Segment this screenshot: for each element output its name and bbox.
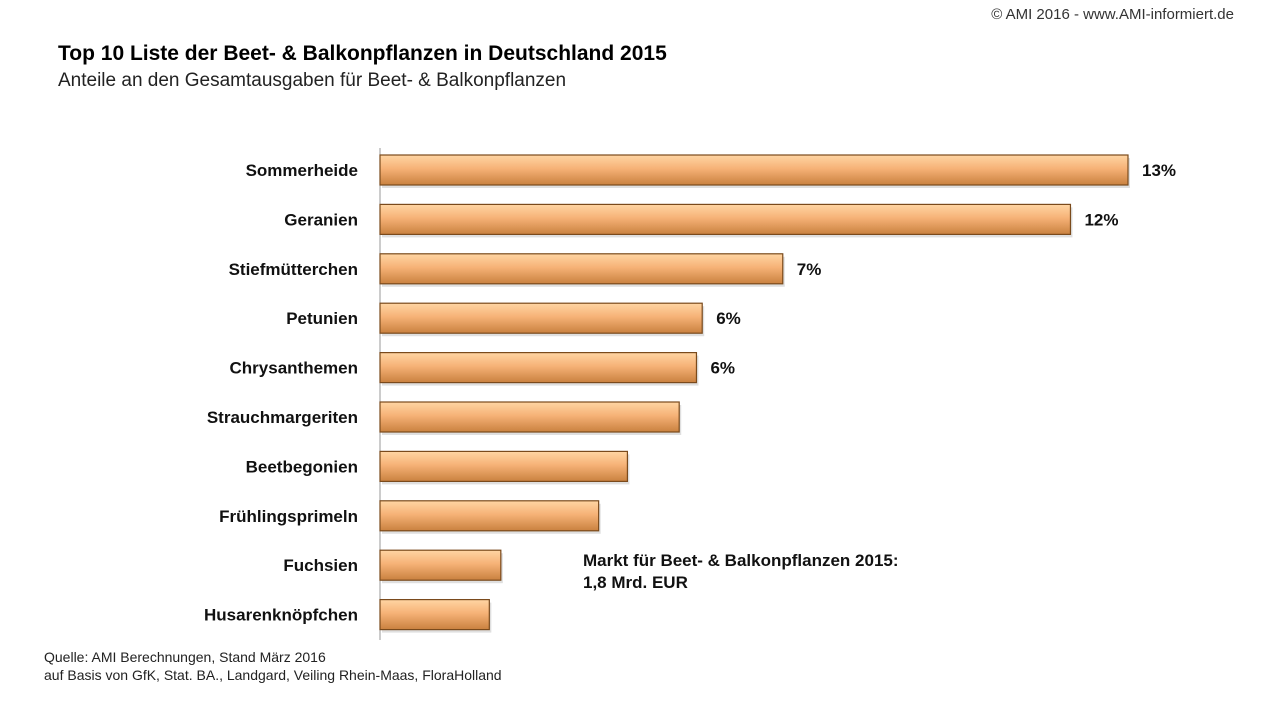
category-label: Husarenknöpfchen: [204, 606, 358, 625]
category-label: Geranien: [284, 210, 358, 229]
bar: [379, 450, 629, 482]
source-line1: Quelle: AMI Berechnungen, Stand März 201…: [44, 649, 326, 665]
bar: [379, 253, 784, 285]
market-note-line1: Markt für Beet- & Balkonpflanzen 2015:: [583, 551, 899, 570]
category-label: Fuchsien: [283, 556, 358, 575]
bar: [379, 302, 703, 334]
source-line2: auf Basis von GfK, Stat. BA., Landgard, …: [44, 667, 502, 683]
category-label: Sommerheide: [246, 161, 358, 180]
value-label: 13%: [1142, 161, 1176, 180]
value-label: 6%: [710, 359, 735, 378]
bar: [379, 401, 680, 433]
category-label: Strauchmargeriten: [207, 408, 358, 427]
market-note: Markt für Beet- & Balkonpflanzen 2015: 1…: [583, 550, 899, 594]
category-label: Chrysanthemen: [230, 359, 358, 378]
bar: [379, 549, 502, 581]
copyright-text: © AMI 2016 - www.AMI-informiert.de: [991, 6, 1234, 23]
value-label: 7%: [797, 260, 822, 279]
market-note-line2: 1,8 Mrd. EUR: [583, 573, 688, 592]
category-label: Stiefmütterchen: [229, 260, 358, 279]
chart-subtitle: Anteile an den Gesamtausgaben für Beet- …: [58, 70, 567, 91]
category-label: Frühlingsprimeln: [219, 507, 358, 526]
bar: [379, 500, 600, 532]
source-note: Quelle: AMI Berechnungen, Stand März 201…: [44, 648, 502, 684]
bar: [379, 203, 1072, 235]
value-label: 12%: [1084, 210, 1118, 229]
value-label: 6%: [716, 309, 741, 328]
bar: [379, 598, 490, 631]
category-label: Petunien: [286, 309, 358, 328]
bar: [379, 154, 1129, 186]
chart-title: Top 10 Liste der Beet- & Balkonpflanzen …: [58, 42, 667, 65]
bar: [379, 352, 698, 384]
category-label: Beetbegonien: [246, 457, 358, 476]
